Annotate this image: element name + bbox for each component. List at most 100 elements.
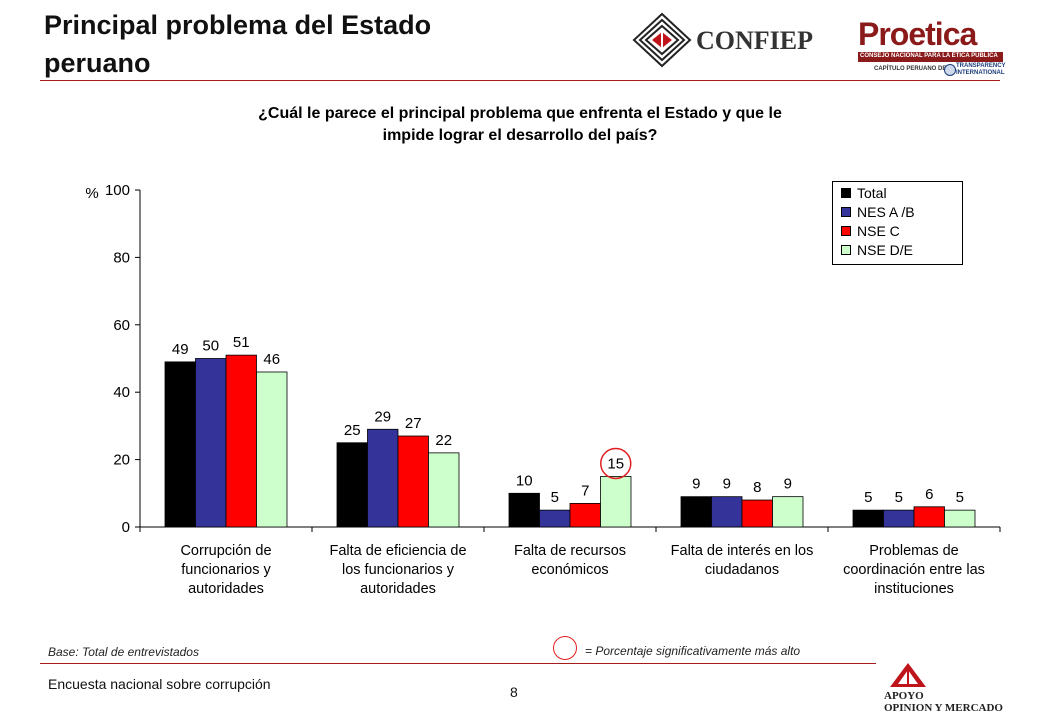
bar <box>195 358 227 528</box>
bar <box>569 503 601 528</box>
chart-legend: Total NES A /B NSE C NSE D/E <box>832 181 963 265</box>
bar-value-label: 51 <box>233 334 250 351</box>
bar-value-label: 5 <box>895 489 903 506</box>
proetica-logo-bar <box>858 52 1003 62</box>
category-label-line: funcionarios y <box>181 562 271 578</box>
category-label-line: Corrupción de <box>180 543 271 559</box>
legend-label: NSE C <box>857 223 900 239</box>
bar <box>913 506 945 528</box>
category-label-line: económicos <box>531 562 608 578</box>
bar-value-label: 7 <box>581 482 589 499</box>
y-tick-label: 0 <box>122 519 130 536</box>
page-number: 8 <box>510 684 518 700</box>
legend-label: NSE D/E <box>857 242 914 258</box>
bar <box>539 509 571 528</box>
page-title-line1: Principal problema del Estado <box>44 10 432 40</box>
legend-item: Total <box>841 184 887 202</box>
bar <box>397 435 429 528</box>
category-label-line: autoridades <box>360 581 436 597</box>
apoyo-emblem-icon <box>890 663 926 687</box>
legend-item: NES A /B <box>841 203 915 221</box>
category-label: Corrupción de funcionarios y autoridades <box>180 543 271 597</box>
bar-value-label: 9 <box>784 476 792 493</box>
proetica-chapter-label: CAPÍTULO PERUANO DE: <box>874 66 949 72</box>
survey-question: ¿Cuál le parece el principal problema qu… <box>150 103 890 147</box>
category-label-line: Falta de eficiencia de <box>329 543 466 559</box>
bar <box>367 428 399 528</box>
bar <box>883 509 915 528</box>
confiep-logo-text: CONFIEP <box>696 26 813 55</box>
apoyo-logo-text-2: OPINION Y MERCADO <box>884 702 1003 714</box>
confiep-logo: CONFIEP <box>632 12 844 68</box>
bar <box>164 361 196 528</box>
legend-item: NSE D/E <box>841 241 913 259</box>
header-divider <box>40 80 1000 81</box>
bar <box>772 496 804 528</box>
y-tick-label: 100 <box>105 182 130 199</box>
category-label-line: coordinación entre las <box>843 562 985 578</box>
survey-question-line2: impide lograr el desarrollo del país? <box>382 127 658 144</box>
proetica-logo-subtitle: CONSEJO NACIONAL PARA LA ÉTICA PÚBLICA <box>860 53 998 59</box>
page-title-line2: peruano <box>44 48 151 78</box>
bar-value-label: 10 <box>516 472 533 489</box>
bar-value-label: 27 <box>405 415 422 432</box>
transparency-label-1: TRANSPARENCY <box>956 63 1006 69</box>
y-tick-label: 60 <box>113 317 130 334</box>
category-label: Falta de eficiencia de los funcionarios y… <box>329 543 466 597</box>
survey-question-line1: ¿Cuál le parece el principal problema qu… <box>258 105 782 122</box>
bar-value-label: 49 <box>172 341 189 358</box>
bar <box>852 509 884 528</box>
y-tick-label: 80 <box>113 249 130 266</box>
bar-value-label: 6 <box>925 486 933 503</box>
bar-value-label: 46 <box>263 351 280 368</box>
bar <box>600 476 632 528</box>
category-label: Falta de recursos económicos <box>514 543 626 578</box>
apoyo-logo: APOYO OPINION Y MERCADO <box>880 660 1003 716</box>
category-label: Problemas de coordinación entre las instit… <box>843 543 985 597</box>
bar <box>336 442 368 528</box>
bar-value-label: 8 <box>753 479 761 496</box>
category-label: Falta de interés en los ciudadanos <box>671 543 814 578</box>
category-label-line: instituciones <box>874 581 954 597</box>
significance-circle-icon <box>553 636 577 660</box>
significance-note: = Porcentaje significativamente más alto <box>585 644 801 658</box>
bar <box>680 496 712 528</box>
legend-swatch <box>841 226 851 236</box>
legend-swatch <box>841 188 851 198</box>
bar-value-label: 9 <box>692 476 700 493</box>
bar <box>944 509 976 528</box>
proetica-logo: Proetica CONSEJO NACIONAL PARA LA ÉTICA … <box>858 16 1008 80</box>
legend-swatch <box>841 245 851 255</box>
bar <box>256 371 288 528</box>
category-label-line: ciudadanos <box>705 562 779 578</box>
bar <box>508 492 540 528</box>
bar-value-label: 25 <box>344 422 361 439</box>
y-axis-label: % <box>85 185 98 202</box>
legend-label: NES A /B <box>857 204 915 220</box>
bar <box>711 496 743 528</box>
legend-label: Total <box>857 185 887 201</box>
proetica-logo-text: Proetica <box>858 16 977 52</box>
survey-name: Encuesta nacional sobre corrupción <box>48 676 271 692</box>
page-title: Principal problema del Estado peruano <box>44 6 564 82</box>
bar-value-label: 5 <box>864 489 872 506</box>
confiep-emblem-icon <box>632 12 692 68</box>
category-label-line: Problemas de <box>869 543 958 559</box>
transparency-label-2: INTERNATIONAL <box>956 70 1005 76</box>
bar-value-label: 15 <box>607 455 624 472</box>
legend-swatch <box>841 207 851 217</box>
legend-item: NSE C <box>841 222 900 240</box>
bar-value-label: 5 <box>956 489 964 506</box>
bar-value-label: 50 <box>202 338 219 355</box>
base-note: Base: Total de entrevistados <box>48 645 199 659</box>
bar-value-label: 22 <box>435 432 452 449</box>
footer-divider <box>40 663 876 664</box>
bar <box>428 452 460 528</box>
category-label-line: Falta de interés en los <box>671 543 814 559</box>
bar-value-label: 5 <box>551 489 559 506</box>
bar-value-label: 9 <box>723 476 731 493</box>
category-label-line: Falta de recursos <box>514 543 626 559</box>
highlight-circle-icon <box>600 447 632 480</box>
transparency-globe-icon <box>944 64 956 76</box>
